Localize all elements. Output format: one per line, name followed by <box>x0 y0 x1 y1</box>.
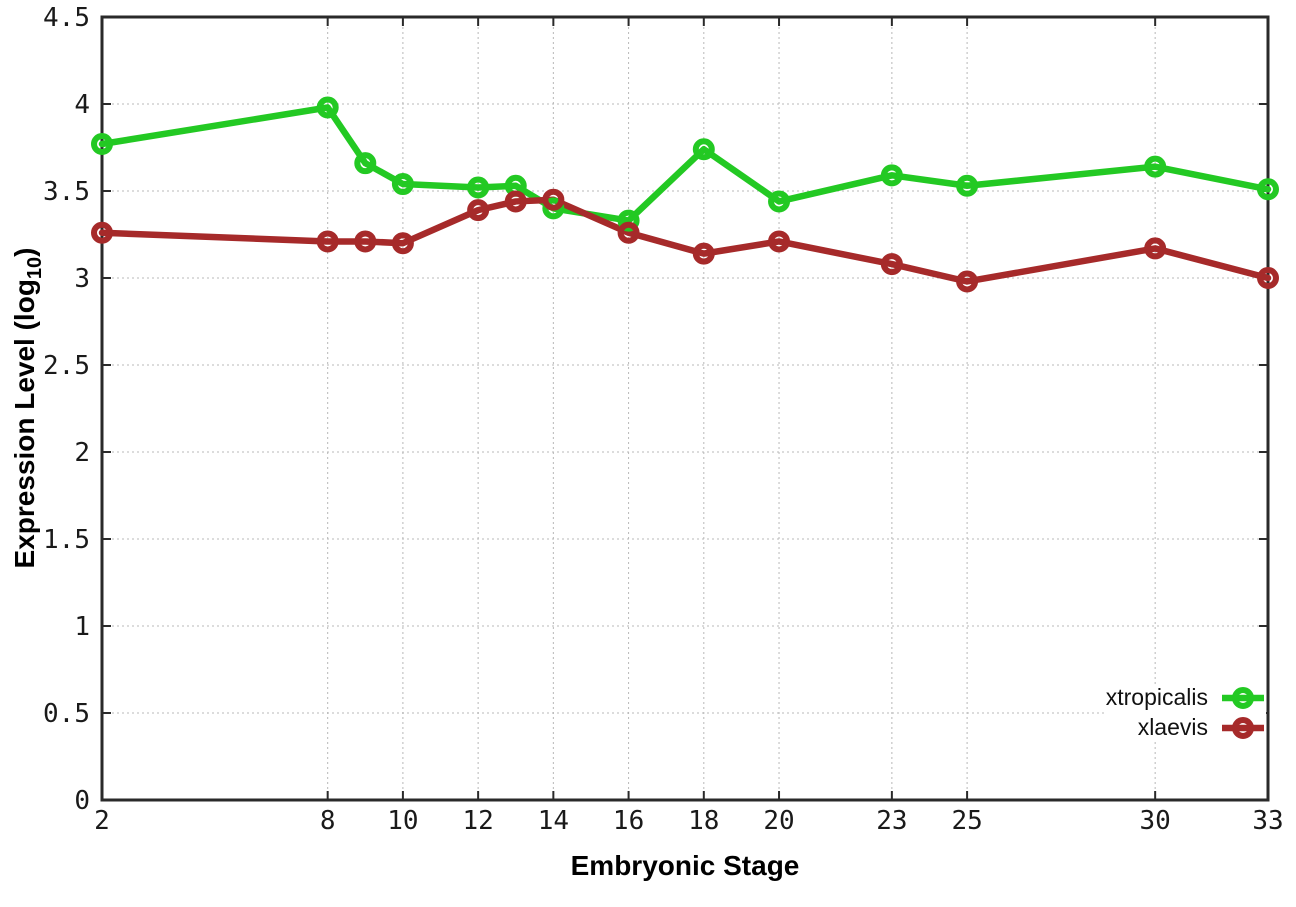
legend-marker-xtropicalis <box>1222 686 1264 709</box>
data-point-xtropicalis-stage-20 <box>768 190 791 213</box>
y-axis-title-subscript: 10 <box>23 256 46 280</box>
data-point-xlaevis-stage-25 <box>956 270 979 293</box>
data-point-xlaevis-stage-14 <box>542 188 565 211</box>
x-tick-label: 20 <box>763 806 794 836</box>
y-tick-label: 3 <box>74 264 90 294</box>
data-point-xlaevis-stage-33 <box>1257 267 1279 289</box>
legend-item-xtropicalis: xtropicalis <box>1106 684 1266 711</box>
data-point-xlaevis-stage-30 <box>1144 237 1167 260</box>
series-line-xtropicalis <box>98 104 1272 224</box>
y-axis-title-text: Expression Level (log <box>9 279 41 569</box>
data-point-xtropicalis-stage-14 <box>542 197 565 220</box>
data-point-xtropicalis-stage-8 <box>316 96 339 119</box>
data-point-xtropicalis-stage-12 <box>467 176 490 199</box>
legend: xtropicalis xlaevis <box>1105 684 1266 741</box>
y-axis-title: Expression Level (log10) <box>9 248 47 569</box>
y-tick-label: 4 <box>74 90 90 120</box>
plot-border <box>100 15 1270 802</box>
data-point-xtropicalis-stage-2 <box>91 133 113 156</box>
data-point-xlaevis-stage-16 <box>617 221 640 244</box>
legend-sample-shape <box>1232 686 1254 709</box>
legend-label-xlaevis: xlaevis <box>1137 714 1208 740</box>
x-tick-label: 25 <box>951 806 982 836</box>
data-point-xtropicalis-stage-16 <box>617 209 640 232</box>
series-line-xlaevis <box>98 196 1272 285</box>
data-point-xlaevis-stage-20 <box>768 230 791 253</box>
data-point-xlaevis-stage-12 <box>467 199 490 222</box>
y-tick-label: 0 <box>74 786 90 816</box>
data-point-xlaevis-stage-10 <box>391 232 414 255</box>
legend-label-xtropicalis: xtropicalis <box>1105 684 1208 710</box>
data-point-xtropicalis-stage-9 <box>354 152 377 175</box>
x-tick-label: 33 <box>1252 806 1283 836</box>
data-point-xtropicalis-stage-25 <box>956 174 979 197</box>
x-tick-label: 12 <box>462 806 493 836</box>
x-axis-title: Embryonic Stage <box>570 850 800 881</box>
data-point-xlaevis-stage-9 <box>354 230 377 253</box>
data-point-xtropicalis-stage-33 <box>1257 178 1279 201</box>
y-tick-label: 1 <box>74 612 90 642</box>
data-point-xlaevis-stage-13 <box>504 190 527 213</box>
legend-marker-xlaevis <box>1222 716 1264 739</box>
data-point-xlaevis-stage-23 <box>880 253 903 276</box>
x-tick-label: 8 <box>320 806 336 836</box>
data-point-xlaevis-stage-2 <box>91 221 113 244</box>
y-tick-label: 2 <box>74 438 90 468</box>
data-point-xlaevis-stage-8 <box>316 230 339 253</box>
data-point-xtropicalis-stage-10 <box>391 173 414 196</box>
y-axis-title-suffix: ) <box>9 247 41 257</box>
x-tick-label: 23 <box>876 806 907 836</box>
y-tick-label: 1.5 <box>43 525 90 555</box>
x-tick-label: 10 <box>387 806 418 836</box>
x-tick-label: 18 <box>688 806 719 836</box>
y-tick-label: 3.5 <box>43 177 90 207</box>
data-point-xtropicalis-stage-18 <box>692 138 715 161</box>
data-point-xtropicalis-stage-23 <box>880 164 903 187</box>
legend-sample-shape <box>1232 716 1254 739</box>
x-tick-label: 30 <box>1140 806 1171 836</box>
x-tick-label: 14 <box>538 806 569 836</box>
y-tick-label: 2.5 <box>43 351 90 381</box>
x-tick-label: 2 <box>94 806 110 836</box>
x-tick-label: 16 <box>613 806 644 836</box>
y-tick-label: 0.5 <box>43 699 90 729</box>
data-point-xtropicalis-stage-30 <box>1144 155 1167 178</box>
data-point-xlaevis-stage-18 <box>692 242 715 265</box>
legend-item-xlaevis: xlaevis <box>1138 714 1266 741</box>
y-tick-label: 4.5 <box>43 3 90 33</box>
